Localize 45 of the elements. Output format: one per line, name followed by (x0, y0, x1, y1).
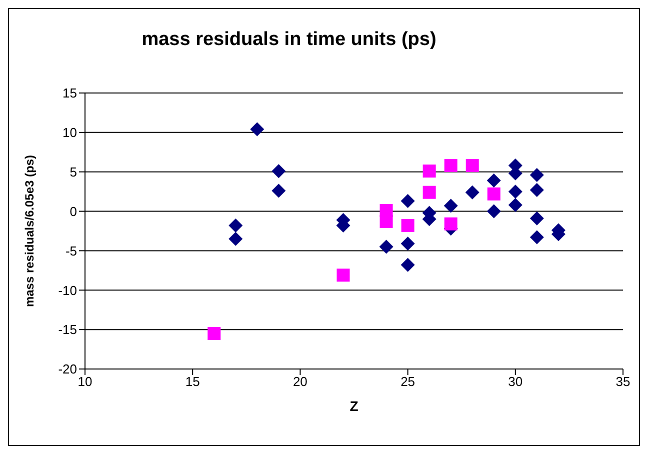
point (530, 230, 544, 244)
point (444, 159, 458, 172)
point (486, 174, 501, 188)
x-tick-label: 20 (292, 374, 308, 390)
point (508, 198, 522, 212)
y-tick-label: 0 (70, 204, 77, 219)
y-tick-label: -20 (58, 362, 77, 377)
x-axis-title: Z (350, 398, 359, 414)
point (400, 194, 415, 208)
point (336, 268, 350, 282)
point (444, 217, 458, 230)
y-tick-label: 5 (70, 164, 77, 180)
point (208, 327, 221, 340)
point (250, 122, 264, 136)
point (272, 164, 286, 178)
y-tick-label: 10 (62, 125, 77, 140)
x-tick-label: 25 (400, 374, 416, 390)
y-axis-title: mass residuals/6.05e3 (ps) (22, 154, 36, 308)
point (422, 186, 436, 199)
point (228, 218, 243, 232)
point (486, 204, 501, 218)
y-tick-label: -15 (58, 322, 77, 338)
point (272, 184, 286, 198)
point (379, 240, 394, 254)
y-tick-label: -10 (58, 282, 77, 298)
point (487, 187, 500, 200)
x-tick-label: 35 (616, 374, 630, 390)
y-tick-label: -5 (65, 243, 77, 258)
y-tick-label: 15 (62, 86, 77, 101)
point (400, 258, 415, 272)
x-tick-label: 15 (185, 374, 200, 390)
point (465, 185, 480, 200)
point (466, 159, 479, 172)
x-tick-label: 30 (508, 374, 523, 390)
point (508, 184, 522, 199)
point (401, 218, 414, 232)
point (422, 164, 436, 178)
point (444, 198, 458, 213)
point (530, 211, 544, 226)
point (228, 232, 243, 246)
point (530, 168, 544, 182)
point (530, 182, 544, 197)
chart-title: mass residuals in time units (ps) (140, 29, 438, 51)
point (400, 236, 415, 251)
point (380, 215, 393, 228)
